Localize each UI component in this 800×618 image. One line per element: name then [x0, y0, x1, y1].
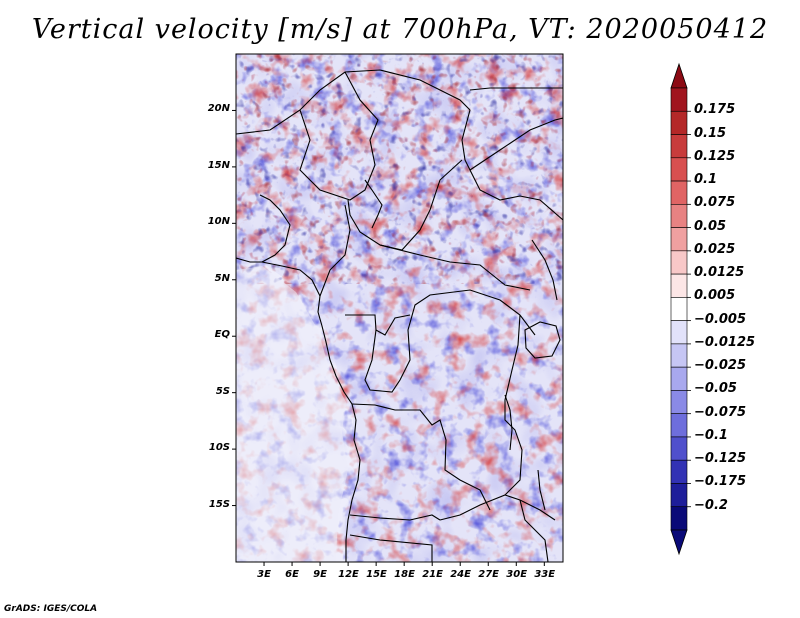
colorbar-label: 0.15 — [694, 125, 727, 141]
lat-tick-label: 15S — [208, 498, 230, 510]
lon-tick-label: 18E — [394, 569, 415, 580]
coastlines-borders — [236, 69, 563, 562]
colorbar-swatch — [670, 343, 688, 368]
velocity-field — [236, 54, 563, 562]
lake-malawi — [537, 469, 546, 511]
field-texture-darkred — [236, 54, 563, 284]
lon-tick-label: 21E — [422, 569, 443, 580]
coastline-east — [531, 239, 558, 301]
lon-tick-label: 27E — [478, 569, 499, 580]
plot-title: Vertical velocity [m/s] at 700hPa, VT: 2… — [31, 14, 769, 45]
border-angola-south — [349, 514, 441, 521]
border-zambia — [439, 494, 556, 521]
colorbar-label: 0.0125 — [694, 265, 745, 281]
colorbar-swatch — [670, 110, 688, 135]
lat-tick-label: 10N — [207, 216, 230, 228]
lat-tick-label: 5S — [215, 385, 230, 397]
border-sudan — [461, 109, 563, 221]
border-mozambique — [519, 499, 549, 562]
colorbar-label: −0.1 — [694, 427, 728, 443]
border-namibia — [349, 534, 433, 562]
coastline-niger-delta — [259, 194, 291, 263]
colorbar-swatch — [670, 250, 688, 275]
colorbar-swatch — [670, 483, 688, 508]
colorbar-swatch — [670, 366, 688, 391]
colorbar-label: 0.005 — [694, 288, 736, 304]
lon-tick-label: 33E — [534, 569, 556, 580]
border-ethiopia — [469, 117, 563, 171]
colorbar-swatch — [670, 390, 688, 414]
border-angola-north — [351, 403, 491, 511]
colorbar-swatch — [670, 320, 688, 345]
border-egypt — [469, 87, 563, 91]
lat-tick-label: 20N — [207, 103, 230, 115]
colorbar-swatch — [670, 134, 688, 159]
colorbar-label: −0.005 — [694, 311, 747, 327]
border-car-north — [379, 244, 531, 291]
colorbar-label: −0.0125 — [694, 334, 756, 350]
lat-tick-label: EQ — [214, 329, 230, 341]
lon-tick-label: 9E — [313, 569, 327, 580]
axis-ticks — [232, 109, 545, 566]
colorbar-label: −0.05 — [694, 381, 737, 397]
coastline-west-africa — [236, 257, 361, 562]
lon-tick-label: 24E — [450, 569, 471, 580]
colorbar-over-arrow — [670, 62, 688, 89]
colorbar-swatch — [670, 413, 688, 438]
border-gabon — [345, 314, 411, 336]
border-drc-east — [504, 314, 523, 496]
border-nigeria-cameroon — [319, 204, 351, 297]
lon-tick-label: 15E — [366, 569, 387, 580]
lat-tick-label: 15N — [207, 159, 230, 171]
lake-tanganyika — [504, 394, 513, 451]
lon-tick-label: 6E — [285, 569, 299, 580]
ocean-calm-overlay — [236, 266, 348, 562]
colorbar-swatch — [670, 297, 688, 321]
border-congo — [364, 289, 536, 393]
colorbar-label: 0.175 — [694, 102, 736, 118]
colorbar-swatch — [670, 180, 688, 205]
lon-tick-label: 12E — [338, 569, 359, 580]
colorbar-label: −0.025 — [694, 358, 747, 374]
border-lake-chad — [364, 179, 383, 229]
colorbar-swatch — [670, 87, 688, 112]
border-north-2 — [299, 71, 379, 201]
footer-credit: GrADS: IGES/COLA — [4, 604, 98, 614]
colorbar-label: −0.125 — [694, 451, 747, 467]
colorbar-swatch — [670, 227, 688, 252]
map-frame — [235, 53, 564, 563]
colorbar-swatch — [670, 157, 688, 182]
colorbar-swatch — [670, 506, 688, 531]
lake-victoria — [524, 321, 561, 359]
colorbar-label: −0.2 — [694, 497, 728, 513]
lat-tick-label: 10S — [208, 442, 230, 454]
colorbar-under-arrow — [670, 529, 688, 556]
colorbar-swatch — [670, 204, 688, 228]
colorbar-swatch — [670, 273, 688, 298]
colorbar-label: −0.175 — [694, 474, 747, 490]
colorbar-label: 0.125 — [694, 148, 736, 164]
lon-tick-label: 3E — [257, 569, 271, 580]
lat-tick-label: 5N — [214, 272, 230, 284]
lon-tick-label: 30E — [506, 569, 528, 580]
colorbar-label: 0.075 — [694, 195, 736, 211]
colorbar-swatch — [670, 459, 688, 484]
colorbar-swatch — [670, 436, 688, 461]
colorbar-label: 0.1 — [694, 172, 718, 188]
colorbar-label: 0.025 — [694, 241, 736, 257]
colorbar-label: 0.05 — [694, 218, 727, 234]
colorbar-label: −0.075 — [694, 404, 747, 420]
